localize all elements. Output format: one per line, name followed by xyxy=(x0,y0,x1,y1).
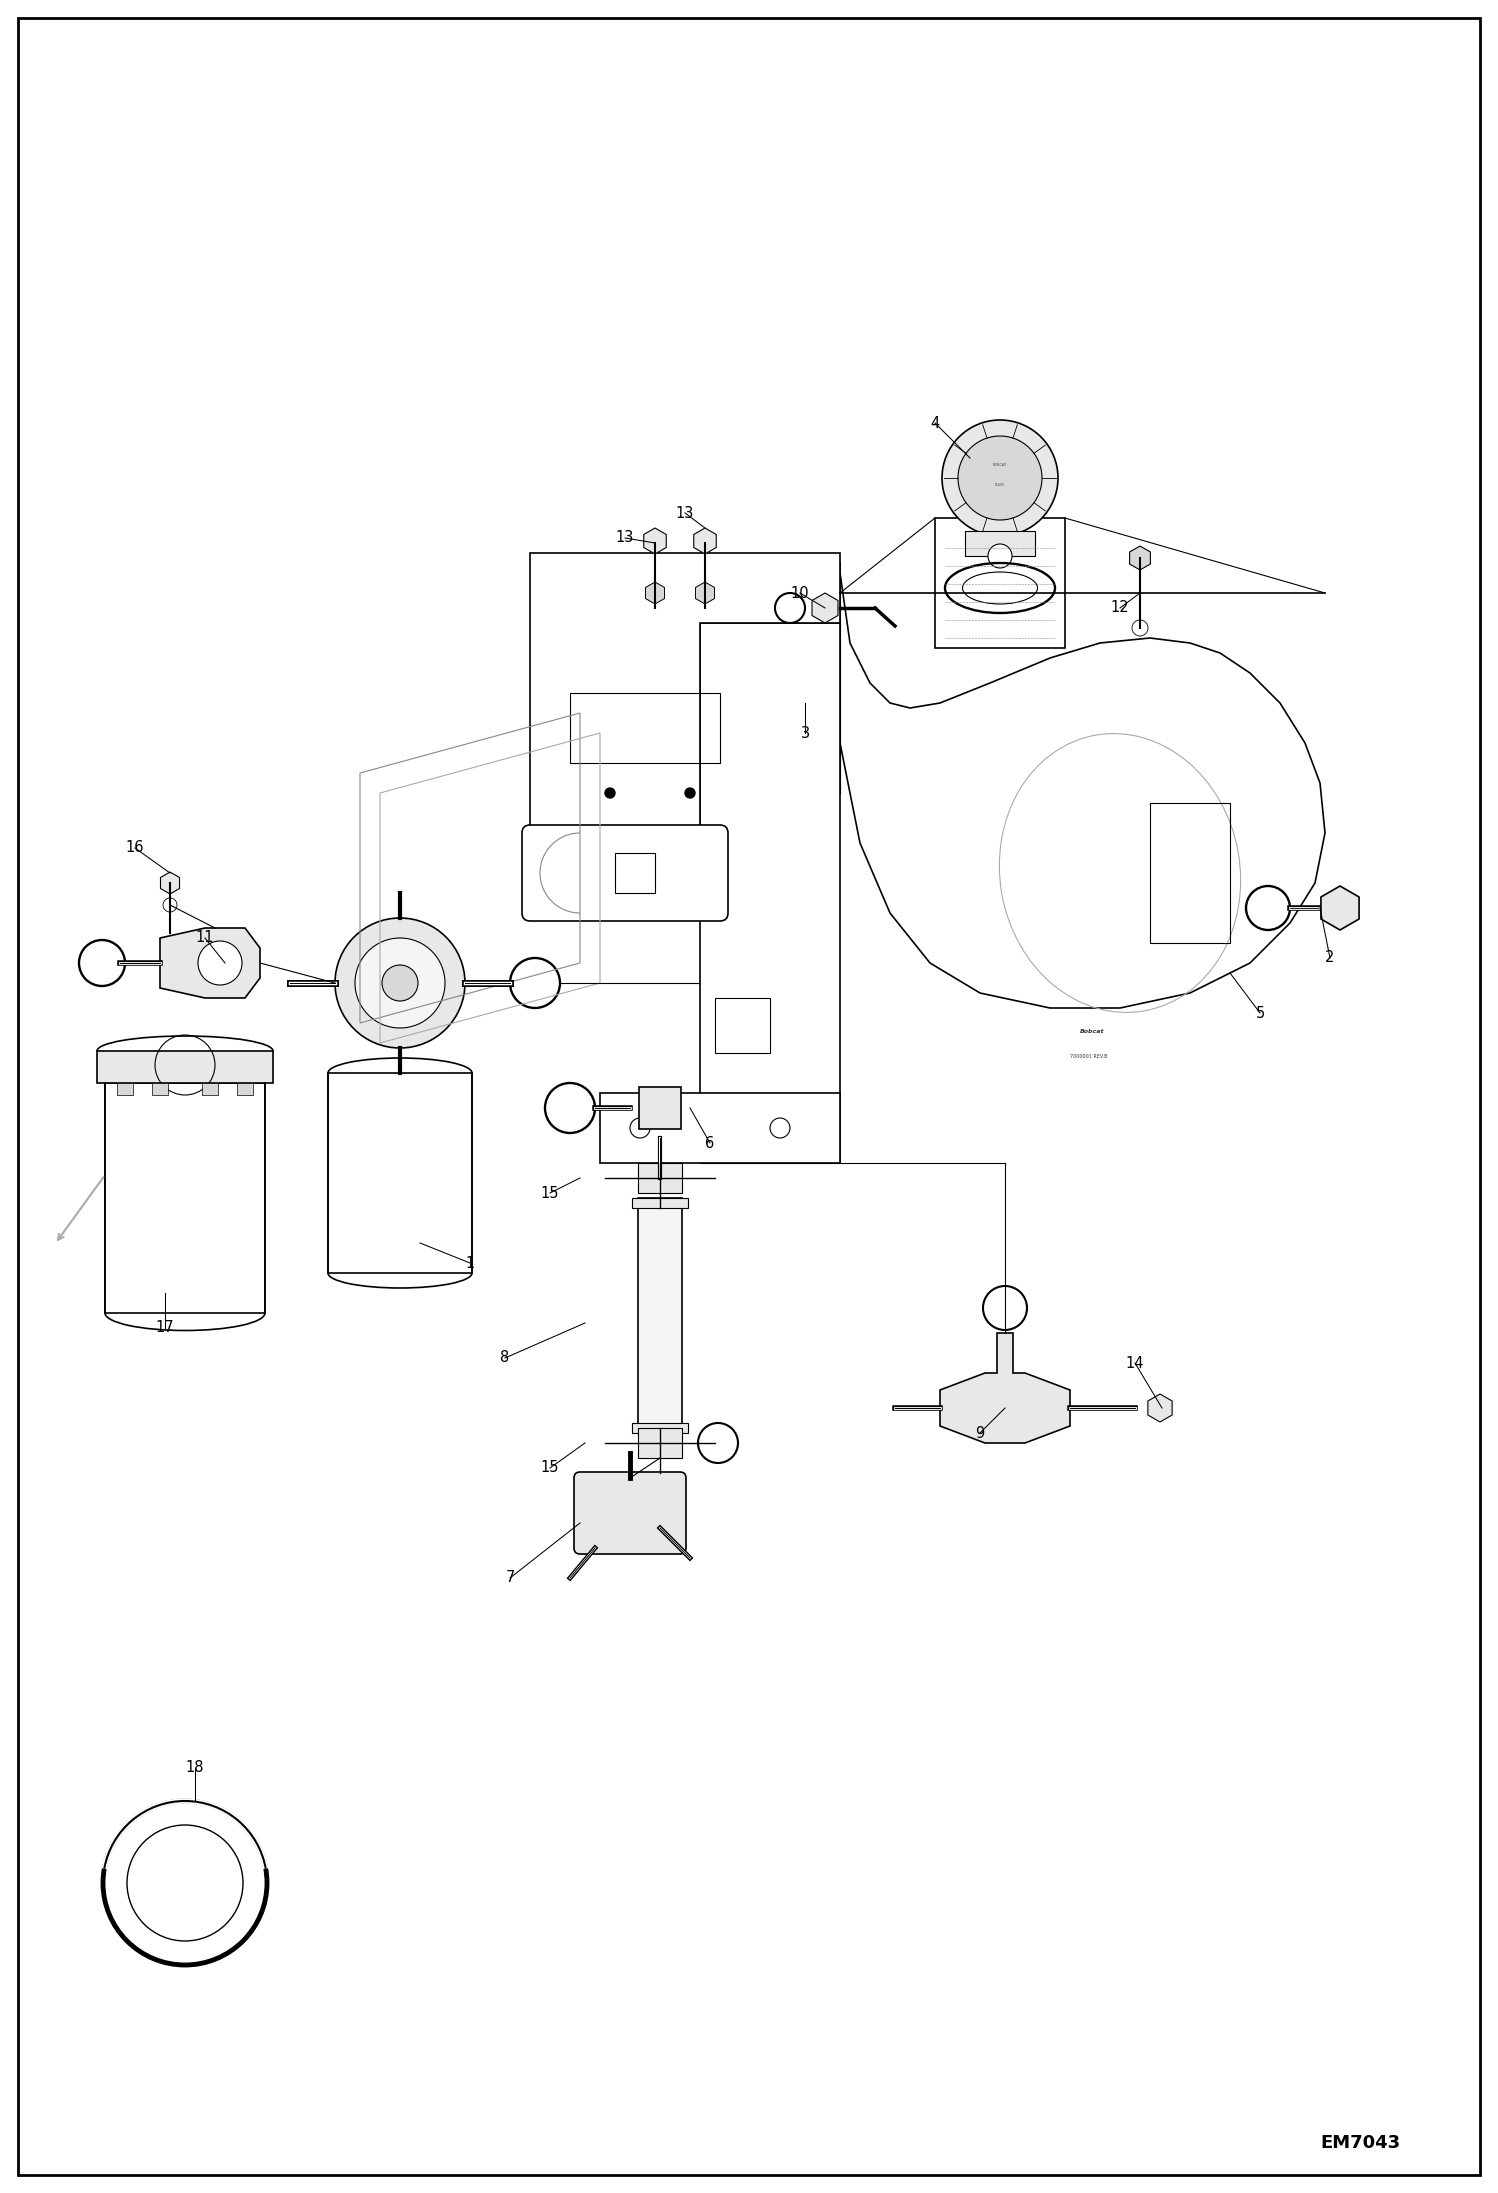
Bar xyxy=(560,564,840,623)
Circle shape xyxy=(355,939,445,1029)
Bar xyxy=(117,1083,133,1094)
Polygon shape xyxy=(840,572,1326,1009)
Text: 15: 15 xyxy=(541,1461,559,1476)
Bar xyxy=(632,1197,688,1208)
FancyBboxPatch shape xyxy=(521,825,728,921)
Bar xyxy=(632,1423,688,1432)
Text: EM7043: EM7043 xyxy=(1320,2134,1401,2151)
Text: 12: 12 xyxy=(1110,601,1129,616)
Text: 17: 17 xyxy=(156,1320,174,1336)
Text: 6: 6 xyxy=(706,1136,715,1151)
Polygon shape xyxy=(530,553,840,842)
Polygon shape xyxy=(1321,886,1359,930)
Polygon shape xyxy=(560,564,700,623)
Polygon shape xyxy=(694,529,716,555)
Text: BOBCAT: BOBCAT xyxy=(993,463,1007,467)
Text: Bobcat: Bobcat xyxy=(1080,1029,1104,1035)
Bar xyxy=(715,998,770,1053)
Bar xyxy=(328,1072,472,1272)
Text: 10: 10 xyxy=(791,586,809,601)
Text: 9: 9 xyxy=(975,1425,984,1441)
Text: 1: 1 xyxy=(466,1257,475,1270)
Bar xyxy=(1150,803,1230,943)
Bar xyxy=(97,1050,273,1083)
Circle shape xyxy=(605,787,616,798)
Bar xyxy=(571,693,721,763)
Text: 3: 3 xyxy=(800,726,809,741)
Polygon shape xyxy=(695,581,715,603)
Bar xyxy=(638,1428,682,1458)
Circle shape xyxy=(942,421,1058,535)
Bar xyxy=(638,1197,682,1432)
Text: 7000001 REV.B: 7000001 REV.B xyxy=(1070,1055,1107,1059)
Polygon shape xyxy=(638,1088,682,1129)
FancyBboxPatch shape xyxy=(574,1472,686,1555)
Text: 7: 7 xyxy=(505,1570,515,1586)
Polygon shape xyxy=(812,592,837,623)
Bar xyxy=(700,592,840,1162)
Polygon shape xyxy=(160,928,261,998)
Bar xyxy=(616,853,655,893)
Text: 5: 5 xyxy=(1255,1007,1264,1020)
Circle shape xyxy=(989,544,1013,568)
Text: 2: 2 xyxy=(1326,950,1335,965)
Bar xyxy=(601,1092,840,1162)
Text: 13: 13 xyxy=(676,507,694,520)
Bar xyxy=(638,1162,682,1193)
Polygon shape xyxy=(160,873,180,895)
Text: 4: 4 xyxy=(930,414,939,430)
Polygon shape xyxy=(1147,1395,1171,1421)
Circle shape xyxy=(685,787,695,798)
Text: 8: 8 xyxy=(500,1351,509,1366)
Text: FLUID: FLUID xyxy=(995,482,1005,487)
Text: 14: 14 xyxy=(1126,1355,1144,1371)
Text: 18: 18 xyxy=(186,1761,204,1776)
Circle shape xyxy=(959,436,1043,520)
Bar xyxy=(202,1083,219,1094)
Polygon shape xyxy=(644,529,667,555)
Bar xyxy=(151,1083,168,1094)
Bar xyxy=(105,1083,265,1314)
Circle shape xyxy=(336,919,464,1048)
Polygon shape xyxy=(941,1333,1070,1443)
Polygon shape xyxy=(1129,546,1150,570)
Circle shape xyxy=(382,965,418,1000)
Text: 16: 16 xyxy=(126,840,144,855)
Text: 15: 15 xyxy=(541,1186,559,1200)
Bar xyxy=(935,518,1065,647)
Polygon shape xyxy=(646,581,665,603)
Text: 13: 13 xyxy=(616,531,634,546)
Bar xyxy=(237,1083,253,1094)
Bar xyxy=(965,531,1035,557)
Circle shape xyxy=(198,941,243,985)
Text: 11: 11 xyxy=(196,930,214,945)
